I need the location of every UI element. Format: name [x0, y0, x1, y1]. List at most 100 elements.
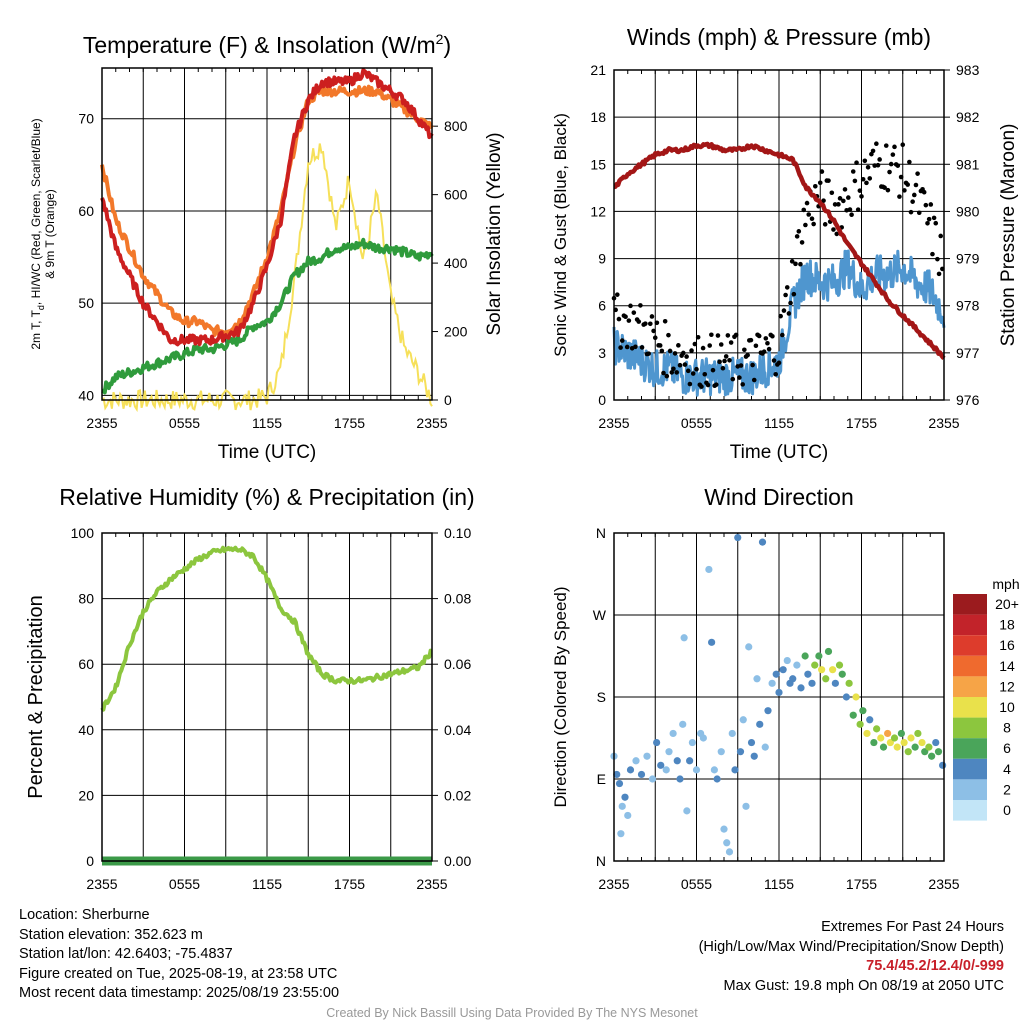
direction-point — [688, 738, 696, 747]
gust-point — [770, 333, 775, 339]
gust-point — [890, 152, 896, 157]
gust-point — [652, 335, 658, 341]
direction-point — [873, 725, 881, 733]
y-tick-label: E — [597, 771, 606, 787]
gust-point — [870, 148, 876, 154]
gust-point — [707, 343, 712, 348]
direction-point — [669, 729, 677, 738]
direction-point — [939, 761, 947, 769]
direction-point — [708, 638, 716, 646]
gust-point — [662, 318, 668, 324]
direction-point — [725, 848, 734, 856]
y-tick-label: S — [597, 689, 606, 705]
y-tick-label-right: 0.00 — [444, 853, 471, 869]
direction-point — [859, 707, 867, 715]
y-tick-label-right: 980 — [956, 203, 980, 219]
x-tick-label: 2355 — [416, 876, 447, 892]
x-tick-label: 1155 — [764, 415, 794, 431]
x-tick-label: 2355 — [86, 876, 117, 892]
gust-point — [912, 192, 917, 198]
gust-point — [938, 233, 943, 239]
gust-point — [714, 382, 719, 387]
direction-point — [713, 775, 721, 783]
gust-point — [725, 333, 731, 338]
y-tick-label-right: 977 — [956, 345, 980, 361]
max-gust: Max Gust: 19.8 mph On 08/19 at 2050 UTC — [723, 977, 1004, 994]
direction-point — [914, 729, 922, 738]
gust-point — [895, 163, 901, 168]
gust-point — [925, 220, 930, 226]
gust-point — [931, 215, 937, 221]
speed-legend: mph 20+ 18 16 14 12 10 8 6 4 2 0 — [953, 576, 1020, 821]
gust-point — [694, 366, 699, 372]
y-tick-label-right: 0.04 — [444, 722, 471, 738]
gust-point — [672, 351, 678, 356]
gust-point — [813, 184, 818, 189]
gust-point — [638, 303, 643, 308]
direction-point — [626, 766, 635, 774]
gust-point — [685, 368, 691, 374]
direction-point — [742, 802, 750, 810]
y-tick-label: 50 — [78, 295, 94, 311]
direction-point — [793, 661, 801, 669]
gust-point — [689, 348, 694, 353]
y-tick-label: N — [596, 525, 606, 541]
gust-point — [776, 360, 782, 366]
legend-swatch — [953, 697, 987, 718]
y-tick-label-right: 0 — [444, 392, 452, 408]
direction-point — [745, 643, 753, 651]
direction-point — [921, 748, 929, 756]
gust-point — [623, 314, 628, 320]
gust-point — [809, 216, 815, 222]
gust-point — [826, 178, 831, 183]
extremes-values: 75.4/45.2/12.4/0/-999 — [866, 958, 1004, 974]
direction-point — [904, 748, 912, 756]
direction-point — [692, 766, 701, 774]
gust-point — [659, 348, 665, 354]
gust-point — [618, 345, 623, 350]
direction-point — [764, 707, 772, 715]
legend-swatch — [953, 758, 987, 780]
y-tick-label-right: 982 — [956, 109, 980, 125]
series-rh — [100, 545, 433, 712]
gust-point — [817, 180, 823, 186]
direction-point — [831, 679, 839, 687]
y-tick-label-right: 800 — [444, 118, 468, 134]
gust-point — [855, 207, 861, 212]
gust-point — [832, 202, 838, 207]
gust-point — [748, 337, 754, 343]
gust-point — [822, 222, 828, 227]
gust-point — [619, 338, 625, 343]
gust-point — [781, 308, 787, 313]
gust-point — [753, 343, 759, 349]
gust-point — [849, 212, 854, 217]
gust-point — [661, 370, 666, 376]
extremes-subtitle: (High/Low/Max Wind/Precipitation/Snow De… — [698, 938, 1004, 955]
direction-point — [756, 720, 764, 728]
direction-point — [886, 738, 894, 747]
legend-swatch — [953, 614, 987, 636]
direction-point — [731, 766, 739, 774]
x-tick-label: 2355 — [416, 415, 447, 431]
gust-point — [723, 354, 729, 359]
x-tick-label: 1155 — [252, 876, 282, 892]
gust-point — [681, 350, 686, 356]
gust-point — [720, 365, 726, 371]
direction-point — [900, 738, 908, 747]
gust-point — [836, 202, 841, 207]
direction-point — [884, 729, 892, 738]
direction-point — [890, 734, 899, 742]
direction-point — [673, 757, 681, 765]
direction-point — [662, 766, 670, 774]
y-tick-label: 80 — [78, 591, 94, 607]
direction-point — [621, 793, 629, 801]
legend-swatch — [953, 676, 987, 697]
gust-point — [811, 221, 816, 227]
direction-point — [829, 666, 837, 674]
gust-point — [654, 320, 660, 326]
direction-point — [683, 807, 691, 815]
direction-point — [856, 720, 864, 728]
station-elevation: Station elevation: 352.623 m — [19, 926, 203, 943]
gust-point — [794, 234, 800, 239]
